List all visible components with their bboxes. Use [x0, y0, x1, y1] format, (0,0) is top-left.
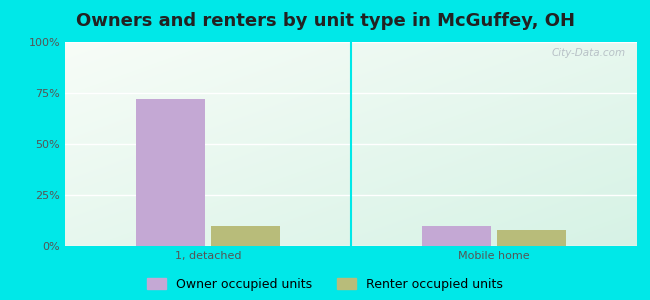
Bar — [136, 99, 205, 246]
Bar — [211, 226, 280, 246]
Text: City-Data.com: City-Data.com — [551, 48, 625, 58]
Text: Owners and renters by unit type in McGuffey, OH: Owners and renters by unit type in McGuf… — [75, 12, 575, 30]
Legend: Owner occupied units, Renter occupied units: Owner occupied units, Renter occupied un… — [148, 278, 502, 291]
Bar — [422, 226, 491, 246]
Bar — [497, 230, 566, 246]
